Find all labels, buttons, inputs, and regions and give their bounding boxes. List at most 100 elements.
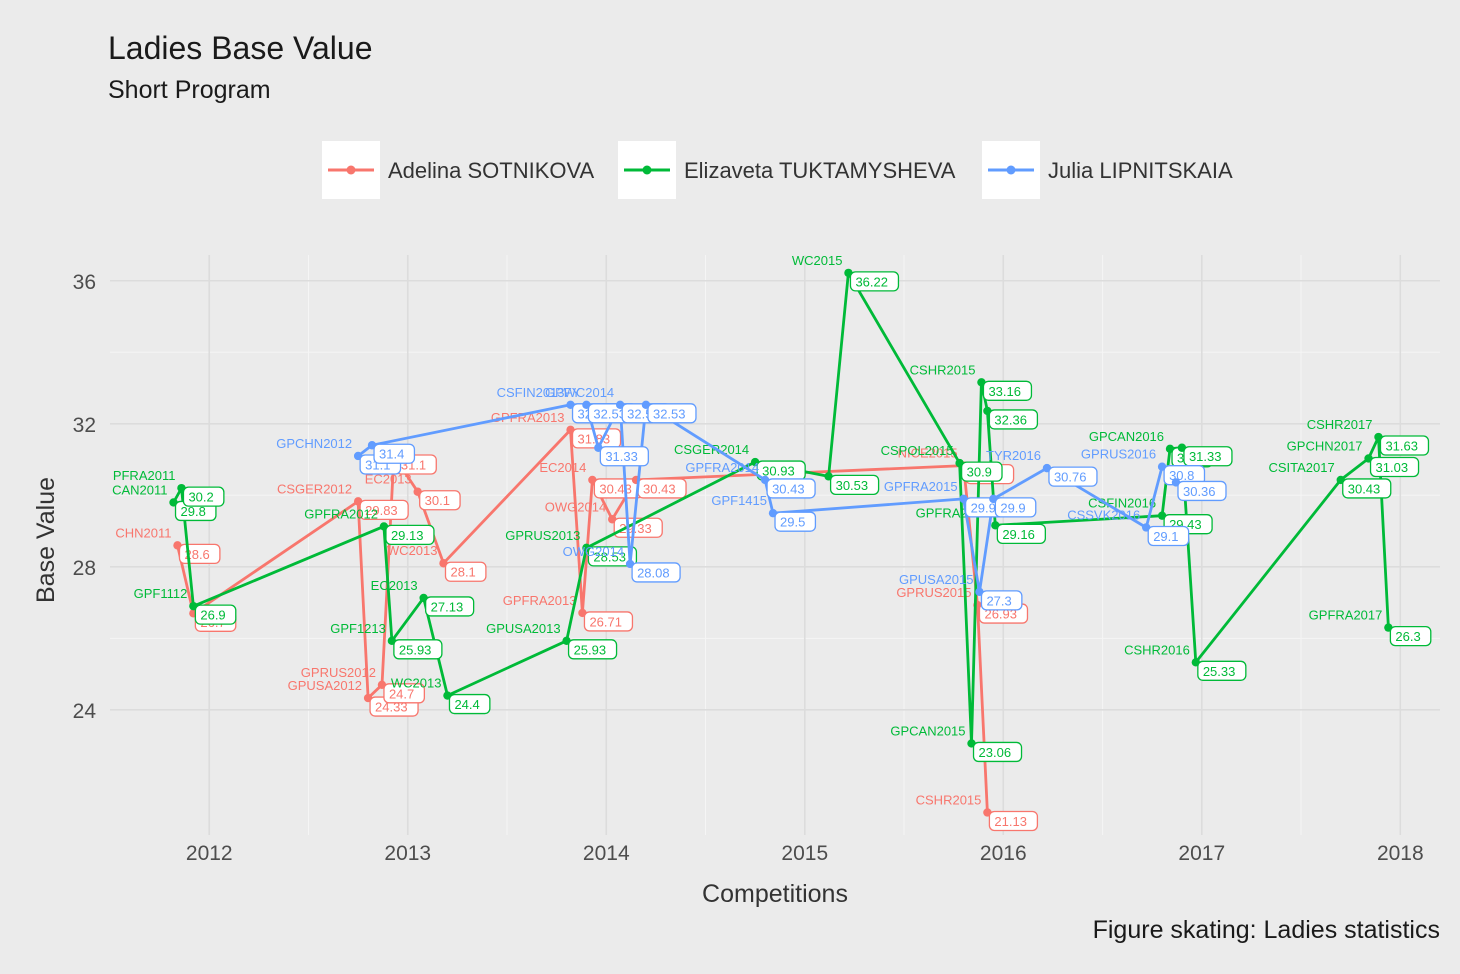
legend-key-point [642,165,652,175]
value-label: 29.1 [1147,525,1190,547]
value-label-text: 30.53 [836,478,869,493]
value-label: 24.7 [383,683,426,704]
value-label: 28.08 [631,562,681,583]
value-label-text: 28.6 [184,547,209,562]
value-label: 30.1 [419,490,461,511]
x-tick-label: 2017 [1178,842,1225,865]
value-label-box [583,611,634,632]
chart-subtitle: Short Program [108,76,271,104]
value-label-text: 30.43 [599,481,632,496]
value-label-text: 33.16 [988,384,1021,399]
value-label-text: 26.3 [1395,629,1420,644]
value-label-box [1379,435,1430,456]
grid [110,255,1440,835]
value-label: 30.2 [182,486,225,507]
point-name-label: GPCHN2017 [1287,438,1363,453]
point-name-label: GPFRA2013 [491,410,565,425]
point-name-label: GPUSA2012 [288,678,362,693]
point-name-label: EC2014 [539,460,586,475]
value-label: 27.3 [980,590,1023,611]
value-label: 31.03 [1369,456,1420,478]
value-label-box [994,497,1037,518]
value-label-text: 32.36 [994,412,1027,427]
value-label-text: 31.33 [605,449,638,464]
point-name-label: GPFRA2014 [685,460,759,475]
value-label-text: 31.63 [1385,439,1418,454]
point-name-label: CSGER2014 [674,442,749,457]
y-tick-label: 24 [73,700,97,723]
point-name-label: CSFIN2016 [1088,496,1156,511]
value-label: 29.9 [994,497,1037,518]
value-label-box [1389,625,1432,647]
value-label-text: 30.2 [188,490,213,505]
value-label: 30.43 [766,478,816,499]
value-label: 25.93 [567,639,618,660]
point-name-label: GPFRA2015 [884,479,958,494]
value-label-box [599,446,649,467]
x-tick-label: 2012 [186,842,233,865]
value-label-text: 30.36 [1183,484,1216,499]
value-label-text: 29.83 [365,503,398,518]
value-label-text: 29.1 [1153,529,1178,544]
value-label: 30.43 [593,478,644,499]
value-label-text: 28.08 [637,565,670,580]
point-name-label: GPFRA2013 [503,593,577,608]
value-label: 24.4 [448,693,491,715]
x-tick-label: 2014 [583,842,630,865]
point-name-label: EC2013 [371,578,418,593]
point-name-label: GPFRA2017 [1309,608,1383,623]
value-label-text: 21.13 [994,814,1027,829]
value-label: 25.33 [1197,660,1247,681]
value-label-text: 27.13 [431,599,464,614]
y-tick-label: 32 [73,414,96,437]
value-label: 29.83 [359,499,409,521]
value-label-box [849,271,900,292]
value-label: 21.13 [988,810,1039,832]
y-axis-ticks: 24 28 32 36 [73,271,97,723]
point-name-label: GPFY [545,385,581,400]
value-label-box [182,486,225,507]
value-label-box [385,524,435,546]
value-label: 30.36 [1177,480,1227,502]
legend-item: Elizaveta TUKTAMYSHEVA [618,141,956,199]
value-label-box [448,693,491,715]
value-label: 29.16 [996,523,1046,544]
legend: Adelina SOTNIKOVA Elizaveta TUKTAMYSHEVA J… [322,141,1233,199]
value-label-text: 31.33 [1189,449,1222,464]
point-name-label: CSITA2017 [1268,460,1334,475]
value-label-text: 31.4 [379,447,404,462]
point-name-label: EC2013 [365,472,412,487]
value-label-box [766,478,816,499]
value-label: 27.13 [424,596,475,617]
value-label-box [567,639,618,660]
value-label-box [988,409,1039,430]
point-name-label: OWG2014 [545,499,606,514]
value-label-box [988,810,1039,832]
point-name-label: PFRA2011 [113,468,176,483]
point-name-label: WC2013 [387,543,438,558]
point-name-label: CSPOL2015 [881,443,954,458]
point-name-label: GPFRA2012 [304,506,378,521]
y-axis-title: Base Value [32,477,60,603]
value-label-text: 30.93 [762,464,795,479]
point-name-label: CSHR2016 [1124,642,1190,657]
value-label: 29.13 [385,524,435,546]
point-name-label: CAN2011 [112,482,167,497]
x-tick-label: 2016 [980,842,1027,865]
value-label: 26.3 [1389,625,1432,647]
value-label-text: 32.53 [653,406,686,421]
point-name-label: GPF1415 [711,493,767,508]
series-layer: CHN201128.626.7CSGER201229.83GPUSA201224… [112,253,1432,832]
value-label-box [982,380,1033,401]
value-label-text: 30.43 [643,481,676,496]
point-name-label: OWG2014 [563,544,624,559]
value-label-text: 29.9 [971,500,996,515]
point-name-label: GPRUS2015 [896,585,971,600]
value-label-text: 25.93 [399,642,432,657]
legend-key-point [346,165,356,175]
value-label-text: 29.16 [1002,527,1035,542]
value-label-box [631,562,681,583]
chart-title: Ladies Base Value [108,30,372,66]
point-name-label: GPRUS2013 [505,528,580,543]
